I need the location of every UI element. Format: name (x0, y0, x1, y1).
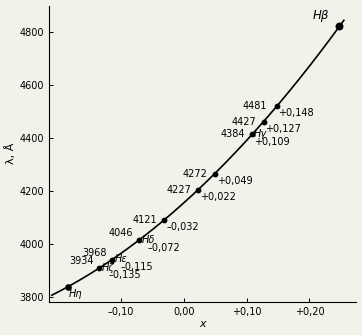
Point (96, 266, 102, 271)
Text: Hε: Hε (115, 254, 127, 264)
Point (261, 119, 266, 124)
Text: –0,135: –0,135 (108, 270, 141, 280)
Text: –0,072: –0,072 (148, 243, 181, 253)
Text: +0,148: +0,148 (278, 109, 313, 119)
Text: –0,032: –0,032 (166, 222, 199, 232)
Text: 4227: 4227 (167, 185, 191, 195)
Y-axis label: λ, Å: λ, Å (5, 143, 16, 164)
Text: +0,049: +0,049 (217, 176, 253, 186)
Text: 4384: 4384 (221, 129, 245, 139)
Text: 3968: 3968 (82, 248, 106, 258)
Text: –0,115: –0,115 (121, 262, 153, 272)
Point (195, 188, 201, 193)
Point (274, 104, 279, 109)
Point (65, 284, 71, 289)
Text: +0,127: +0,127 (265, 124, 301, 134)
Point (212, 171, 218, 177)
Text: 4427: 4427 (231, 117, 256, 127)
Text: 3934: 3934 (70, 256, 94, 266)
Text: Hβ: Hβ (312, 9, 329, 22)
Text: 4481: 4481 (242, 101, 267, 111)
Text: Hη: Hη (69, 288, 82, 298)
Text: Hζ: Hζ (102, 263, 115, 273)
Text: Hδ: Hδ (142, 235, 155, 245)
Point (136, 238, 142, 243)
Point (109, 257, 114, 263)
Point (161, 218, 167, 223)
Text: +0,109: +0,109 (254, 137, 290, 147)
Text: +0,022: +0,022 (200, 192, 236, 202)
Point (337, 24, 342, 29)
Text: 4272: 4272 (183, 169, 208, 179)
Point (249, 132, 255, 137)
X-axis label: x: x (199, 320, 206, 329)
Text: Hγ: Hγ (254, 129, 267, 139)
Text: 4121: 4121 (133, 215, 157, 225)
Text: 4046: 4046 (109, 228, 134, 238)
